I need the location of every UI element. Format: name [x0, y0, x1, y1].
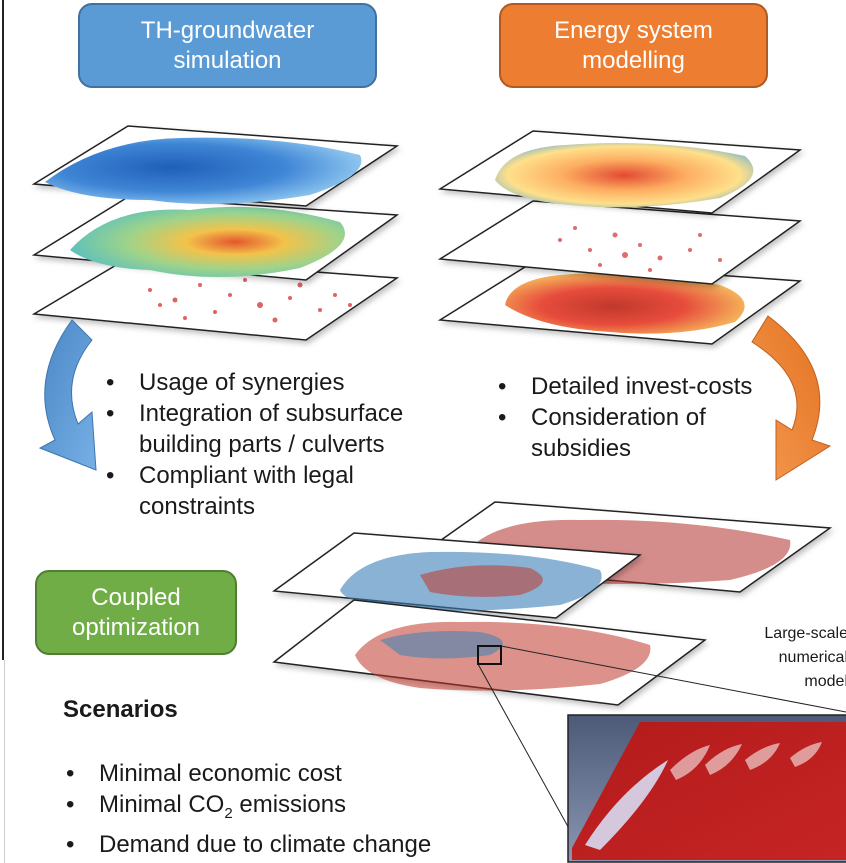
scenario-text: Minimal CO [99, 791, 225, 818]
scenario-text: Minimal economic cost [99, 760, 342, 787]
bullet-text: subsidies [531, 435, 632, 462]
zoom-line-left [477, 663, 583, 853]
map-heat-field [495, 143, 754, 208]
map-sheet-particles-dots [148, 278, 352, 323]
energy-system-line2: modelling [582, 46, 685, 74]
bullet-text: Consideration of [531, 404, 706, 431]
energy-benefits-list: Detailed invest-costs Consideration of s… [498, 371, 828, 464]
coupled-sheet-mid-field-red [420, 565, 543, 597]
blue-curved-arrow [38, 319, 97, 471]
th-groundwater-box: TH-groundwater simulation [78, 3, 377, 88]
coupled-line1: Coupled [91, 583, 181, 611]
scenario-economic-cost: Minimal economic cost [66, 758, 486, 789]
bullet-text: constraints [139, 493, 256, 520]
coupled-optimization-box: Coupled optimization [35, 570, 237, 655]
scenario-text: emissions [232, 791, 347, 818]
bullet-subsidies: Consideration of subsidies [498, 402, 828, 464]
energy-system-box: Energy system modelling [499, 3, 768, 88]
scenario-co2: Minimal CO2 emissions [66, 789, 486, 829]
bullet-usage-synergies: Usage of synergies [106, 367, 486, 398]
th-groundwater-line1: TH-groundwater [140, 16, 315, 44]
bullet-legal-constraints: Compliant with legal constraints [106, 460, 486, 522]
numerical-model-inset [567, 714, 846, 863]
map-sheet-dots-points [558, 226, 722, 272]
scenarios-title: Scenarios [63, 696, 178, 723]
bullet-text: Compliant with legal [139, 462, 354, 489]
map-redyellow-field [505, 272, 745, 334]
groundwater-benefits-list: Usage of synergies Integration of subsur… [106, 367, 486, 522]
zoom-selection-box [477, 645, 502, 665]
map-blue-field [45, 137, 362, 204]
scenario-climate-change: Demand due to climate change [66, 829, 486, 860]
coupled-sheet-front-field-blue [380, 631, 503, 659]
bullet-text: Usage of synergies [139, 369, 345, 396]
zoom-line-top [500, 645, 846, 713]
map-sheet-dots [437, 200, 803, 285]
bullet-text: building parts / culverts [139, 431, 385, 458]
bullet-integration-subsurface: Integration of subsurface building parts… [106, 398, 486, 460]
th-groundwater-line2: simulation [173, 46, 282, 74]
co2-subscript: 2 [224, 804, 233, 822]
energy-system-line1: Energy system [554, 16, 713, 44]
bullet-text: Integration of subsurface [139, 400, 404, 427]
large-scale-model-note: Large-scale numerical model [764, 625, 846, 690]
left-border-line [2, 0, 4, 660]
scenarios-list: Minimal economic cost Minimal CO2 emissi… [66, 758, 486, 860]
groundwater-map-stack [31, 125, 400, 341]
coupled-line2: optimization [71, 613, 201, 641]
left-border-line-faint [4, 660, 5, 863]
energy-map-stack [437, 130, 803, 345]
scenario-text: Demand due to climate change [99, 830, 432, 858]
coupled-map-stack [271, 501, 833, 706]
bullet-invest-costs: Detailed invest-costs [498, 371, 828, 402]
bullet-text: Detailed invest-costs [531, 373, 753, 400]
map-green-field [70, 206, 345, 278]
